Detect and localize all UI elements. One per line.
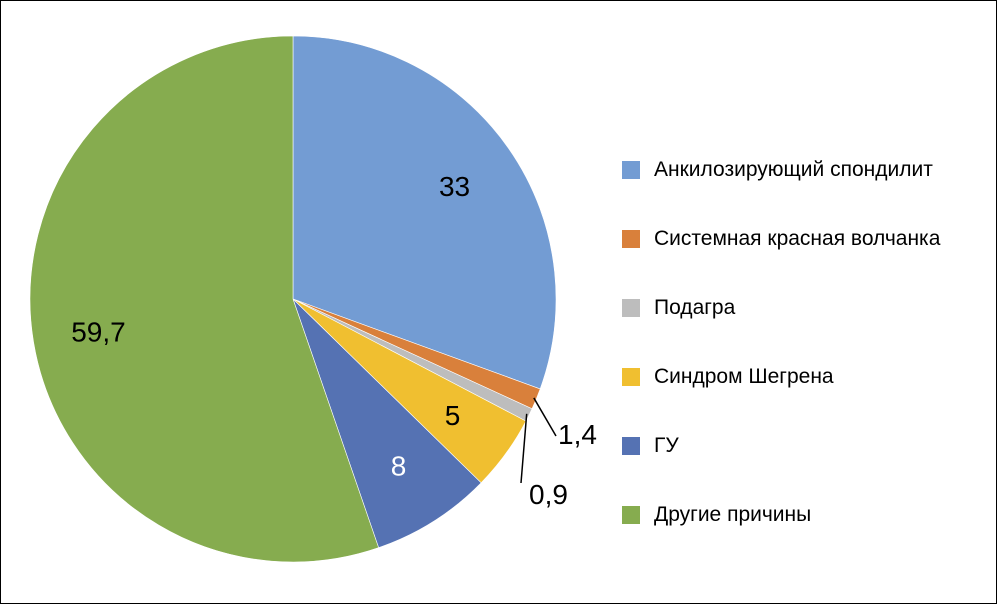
legend-swatch [622, 298, 640, 317]
legend-item-sjogren: Синдром Шегрена [622, 342, 940, 411]
data-label-other: 59,7 [71, 317, 126, 348]
legend: Анкилозирующий спондилит Системная красн… [622, 135, 940, 549]
data-label-ankylosing-spondylitis: 33 [439, 171, 470, 202]
legend-label: Другие причины [654, 502, 812, 526]
data-label-gout: 0,9 [529, 479, 568, 510]
legend-item-gu: ГУ [622, 411, 940, 480]
data-label-lupus: 1,4 [558, 419, 597, 450]
leader-line-gout [520, 413, 528, 484]
legend-swatch [622, 160, 640, 179]
legend-label: Системная красная волчанка [654, 226, 941, 250]
pie-slice-other [29, 35, 380, 563]
legend-swatch [622, 229, 640, 248]
legend-swatch [622, 505, 640, 524]
leader-line-lupus [533, 397, 557, 437]
legend-label: Синдром Шегрена [654, 364, 834, 388]
data-label-gu: 8 [391, 451, 407, 482]
legend-swatch [622, 367, 640, 386]
legend-item-gout: Подагра [622, 273, 940, 342]
pie-slice-gu [292, 298, 482, 549]
legend-item-ankylosing-spondylitis: Анкилозирующий спондилит [622, 135, 940, 204]
legend-label: Анкилозирующий спондилит [654, 157, 933, 181]
pie-slice-ankylosing-spondylitis [292, 35, 557, 390]
legend-swatch [622, 436, 640, 455]
legend-label: Подагра [654, 295, 736, 319]
data-label-sjogren: 5 [445, 400, 461, 431]
legend-item-lupus: Системная красная волчанка [622, 204, 940, 273]
legend-item-other: Другие причины [622, 480, 940, 549]
legend-label: ГУ [654, 433, 679, 457]
